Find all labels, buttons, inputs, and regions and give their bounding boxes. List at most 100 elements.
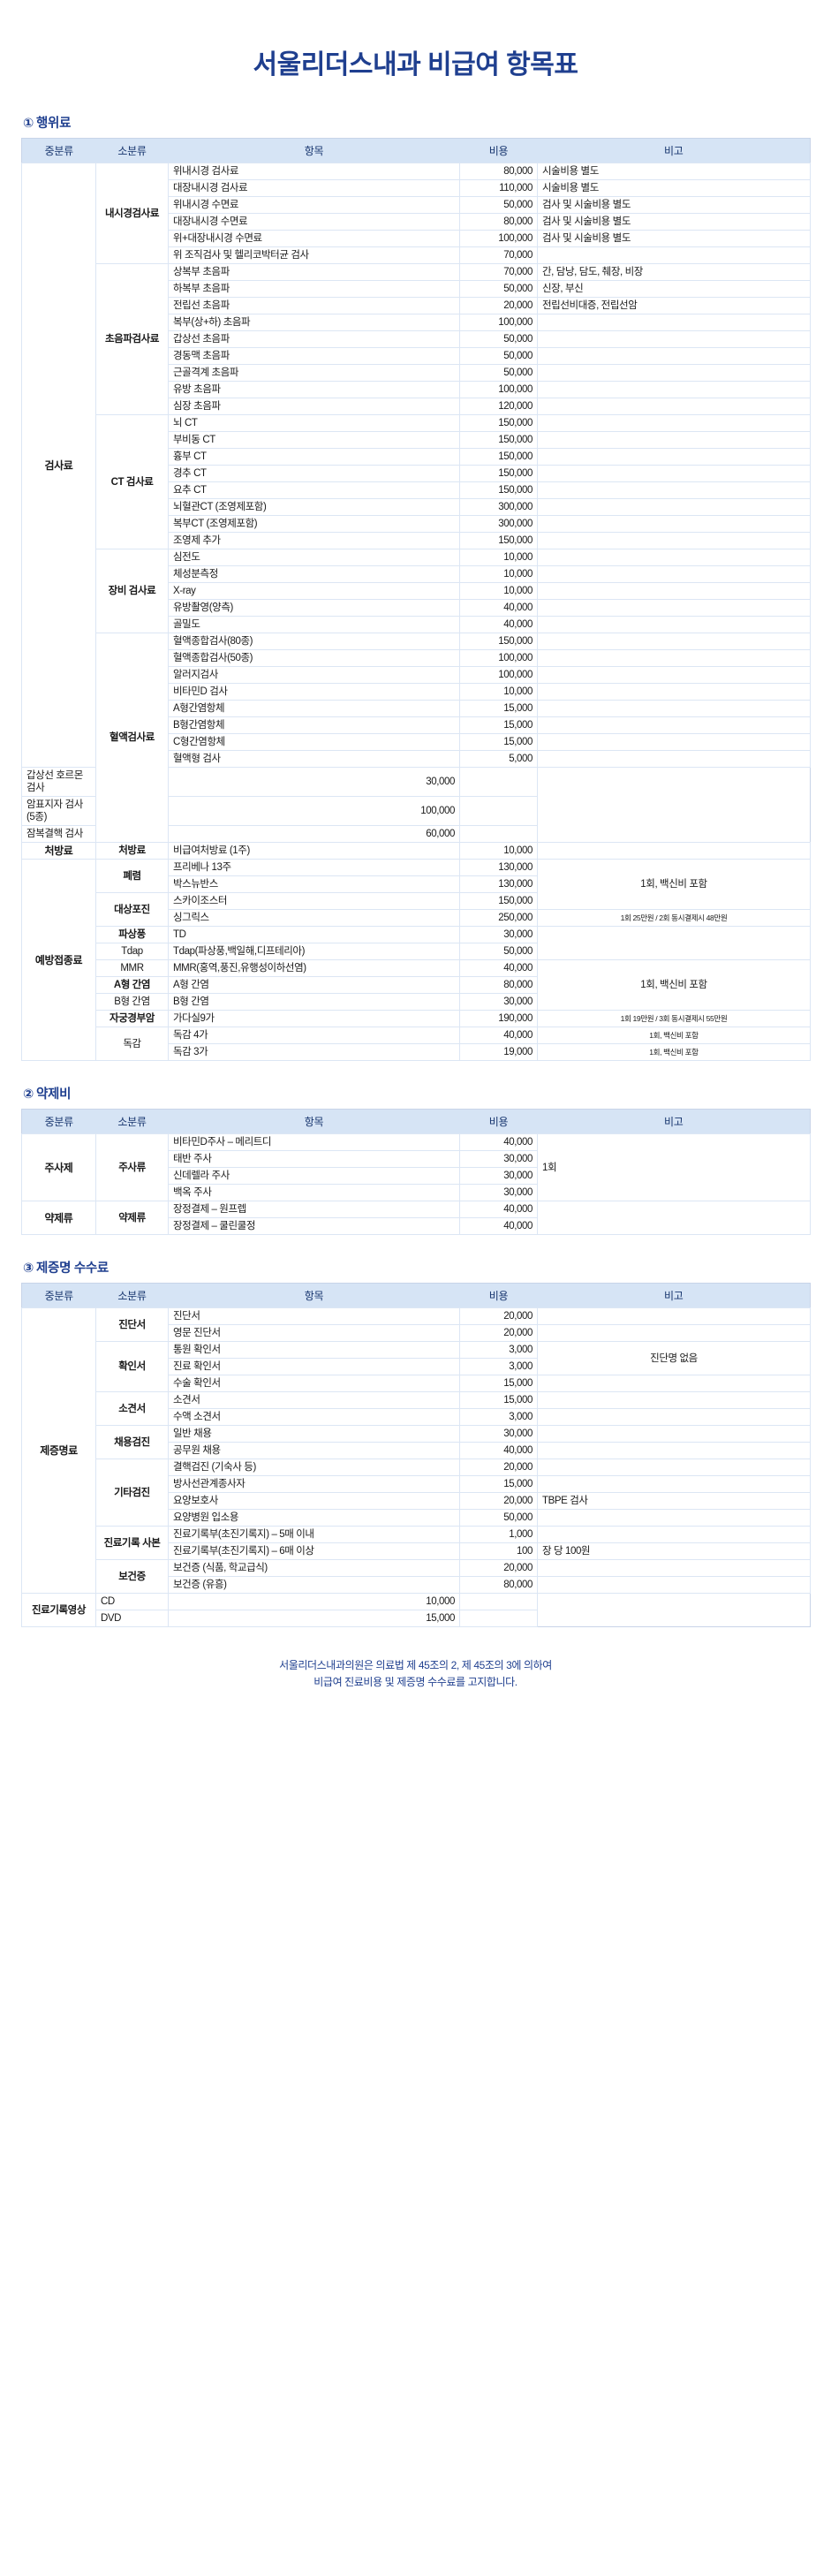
cell-price: 300,000 <box>459 515 538 533</box>
cell-note <box>537 1475 811 1493</box>
cell-price: 15,000 <box>459 1391 538 1409</box>
table-row: 부비동 CT 150,000 <box>22 431 811 449</box>
cell-item-name: 유방 초음파 <box>168 381 460 398</box>
table-row: 싱그릭스 250,000 1회 25만원 / 2회 동시결제시 48만원 <box>22 909 811 927</box>
cell-price: 150,000 <box>459 633 538 650</box>
table-row: A형간염항체 15,000 <box>22 700 811 717</box>
cell-price: 40,000 <box>459 1027 538 1044</box>
table-row: 약제류 약제류 장정결제 – 원프렙 40,000 <box>21 1201 811 1235</box>
cell-note <box>537 532 811 549</box>
cell-note <box>537 599 811 617</box>
table-row: 자궁경부암 가다실9가 190,000 1회 19만원 / 3회 동시결제시 55만원 <box>22 1010 811 1027</box>
cell-price: 50,000 <box>459 280 538 298</box>
cell-item-name: 복부(상+하) 초음파 <box>168 314 460 331</box>
footer-line-2: 비급여 진료비용 및 제증명 수수료를 고지합니다. <box>314 1676 517 1688</box>
cell-note: 장 당 100원 <box>537 1542 811 1560</box>
cell-price: 10,000 <box>459 582 538 600</box>
page-title: 서울리더스내과 비급여 항목표 <box>253 50 578 80</box>
table-row: 박스뉴반스 130,000 <box>22 875 811 893</box>
cell-note: 1회 19만원 / 3회 동시결제시 55만원 <box>537 1010 811 1027</box>
cell-price: 3,000 <box>459 1358 538 1375</box>
cell-price: 150,000 <box>459 431 538 449</box>
section-heading: ① 행위료 <box>23 113 810 132</box>
table-row: 대상포진 스카이조스터 150,000 <box>22 892 811 927</box>
cell-price: 100 <box>459 1542 538 1560</box>
cell-price: 150,000 <box>459 532 538 549</box>
table-row: 진료기록영상 CD 10,000 <box>21 1593 811 1627</box>
cell-item-name: 요양병원 입소용 <box>168 1509 460 1527</box>
cell-price: 50,000 <box>459 347 538 365</box>
cell-price: 50,000 <box>459 364 538 382</box>
cell-price: 20,000 <box>459 1559 538 1577</box>
table-row: 백옥 주사 30,000 <box>22 1184 811 1201</box>
table-row: 처방료 처방료 비급여처방료 (1주) 10,000 <box>21 842 811 860</box>
cell-note: 1회, 백신비 포함 <box>537 959 811 1011</box>
cell-item-name: 방사선관계종사자 <box>168 1475 460 1493</box>
cell-sub-category: MMR <box>95 959 169 977</box>
cell-note <box>537 448 811 466</box>
cell-item-name: 진료기록부(초진기록지) – 6매 이상 <box>168 1542 460 1560</box>
cell-price: 10,000 <box>459 683 538 701</box>
cell-item-name: 골밀도 <box>168 616 460 633</box>
table-row: 확인서 통원 확인서 3,000 진단명 없음 <box>22 1341 811 1392</box>
cell-item-name: 근골격계 초음파 <box>168 364 460 382</box>
cell-item-name: 소견서 <box>168 1391 460 1409</box>
table-row: 방사선관계종사자 15,000 <box>22 1475 811 1493</box>
cell-item-name: 경동맥 초음파 <box>168 347 460 365</box>
table-row: 주사제 주사류 비타민D주사 – 메리트디 40,000 1회 <box>21 1133 811 1201</box>
table-row: 장정결제 – 쿨린쿨정 40,000 <box>22 1217 811 1235</box>
cell-note <box>459 825 538 843</box>
col-header-note: 비고 <box>537 1283 811 1308</box>
cell-note <box>537 733 811 751</box>
footer-line-1: 서울리더스내과의원은 의료법 제 45조의 2, 제 45조의 3에 의하여 <box>279 1659 552 1671</box>
cell-item-name: 대장내시경 검사료 <box>168 179 460 197</box>
cell-price: 100,000 <box>459 649 538 667</box>
cell-item-name: MMR(홍역,풍진,유행성이하선염) <box>168 959 460 977</box>
cell-price: 30,000 <box>459 1425 538 1443</box>
cell-sub-category: 독감 <box>95 1027 169 1061</box>
table-header-row: 중분류 소분류 항목 비용 비고 <box>21 1109 811 1134</box>
table-row: CT 검사료 뇌 CT 150,000 <box>22 414 811 549</box>
cell-note <box>537 926 811 960</box>
cell-note <box>537 549 811 566</box>
cell-item-name: X-ray <box>168 582 460 600</box>
section-heading: ③ 제증명 수수료 <box>23 1258 810 1277</box>
cell-note <box>537 666 811 684</box>
section-3: ③ 제증명 수수료 중분류 소분류 항목 비용 비고 제증명료 진단서 진단서 20,000 영문 진… <box>0 1258 831 1627</box>
cell-sub-category: 대상포진 <box>95 892 169 927</box>
table-row: 초음파검사료 상복부 초음파 70,000 간, 담낭, 담도, 췌장, 비장 <box>22 263 811 415</box>
cell-note: 진단명 없음 <box>537 1341 811 1375</box>
cell-price: 70,000 <box>459 246 538 264</box>
cell-item-name: 위+대장내시경 수면료 <box>168 230 460 247</box>
table-row: 채용검진 일반 채용 30,000 <box>22 1425 811 1459</box>
cell-price: 120,000 <box>459 398 538 415</box>
table-row: DVD 15,000 <box>22 1610 811 1627</box>
table-row: 유방촬영(양측) 40,000 <box>22 599 811 617</box>
cell-note: 검사 및 시술비용 별도 <box>537 196 811 214</box>
cell-item-name: Tdap(파상풍,백일해,디프테리아) <box>168 943 460 960</box>
table-row: 알러지검사 100,000 <box>22 666 811 684</box>
cell-price: 20,000 <box>459 1492 538 1510</box>
cell-mid-category: 약제류 <box>21 1201 96 1235</box>
cell-price: 40,000 <box>459 959 538 977</box>
table-row: 독감 3가 19,000 1회, 백신비 포함 <box>22 1043 811 1061</box>
cell-sub-category: 초음파검사료 <box>95 263 169 415</box>
cell-note: 1회, 백신비 포함 <box>537 859 811 910</box>
col-header-note: 비고 <box>537 138 811 163</box>
table-row: 비타민D 검사 10,000 <box>22 683 811 701</box>
cell-note: 1회 25만원 / 2회 동시결제시 48만원 <box>537 909 811 927</box>
cell-price: 10,000 <box>168 1593 460 1610</box>
cell-price: 15,000 <box>459 1375 538 1392</box>
cell-item-name: 스카이조스터 <box>168 892 460 910</box>
cell-note <box>537 381 811 398</box>
table-header-row: 중분류 소분류 항목 비용 비고 <box>21 1283 811 1308</box>
table-row: 조영제 추가 150,000 <box>22 532 811 549</box>
cell-item-name: 결핵검진 (기숙사 등) <box>168 1458 460 1476</box>
cell-item-name: 공무원 채용 <box>168 1442 460 1459</box>
cell-item-name: 혈액형 검사 <box>168 750 460 768</box>
cell-note <box>537 347 811 365</box>
cell-item-name: 보건증 (유흥) <box>168 1576 460 1594</box>
cell-price: 80,000 <box>459 1576 538 1594</box>
cell-item-name: A형 간염 <box>168 976 460 994</box>
cell-item-name: 뇌 CT <box>168 414 460 432</box>
